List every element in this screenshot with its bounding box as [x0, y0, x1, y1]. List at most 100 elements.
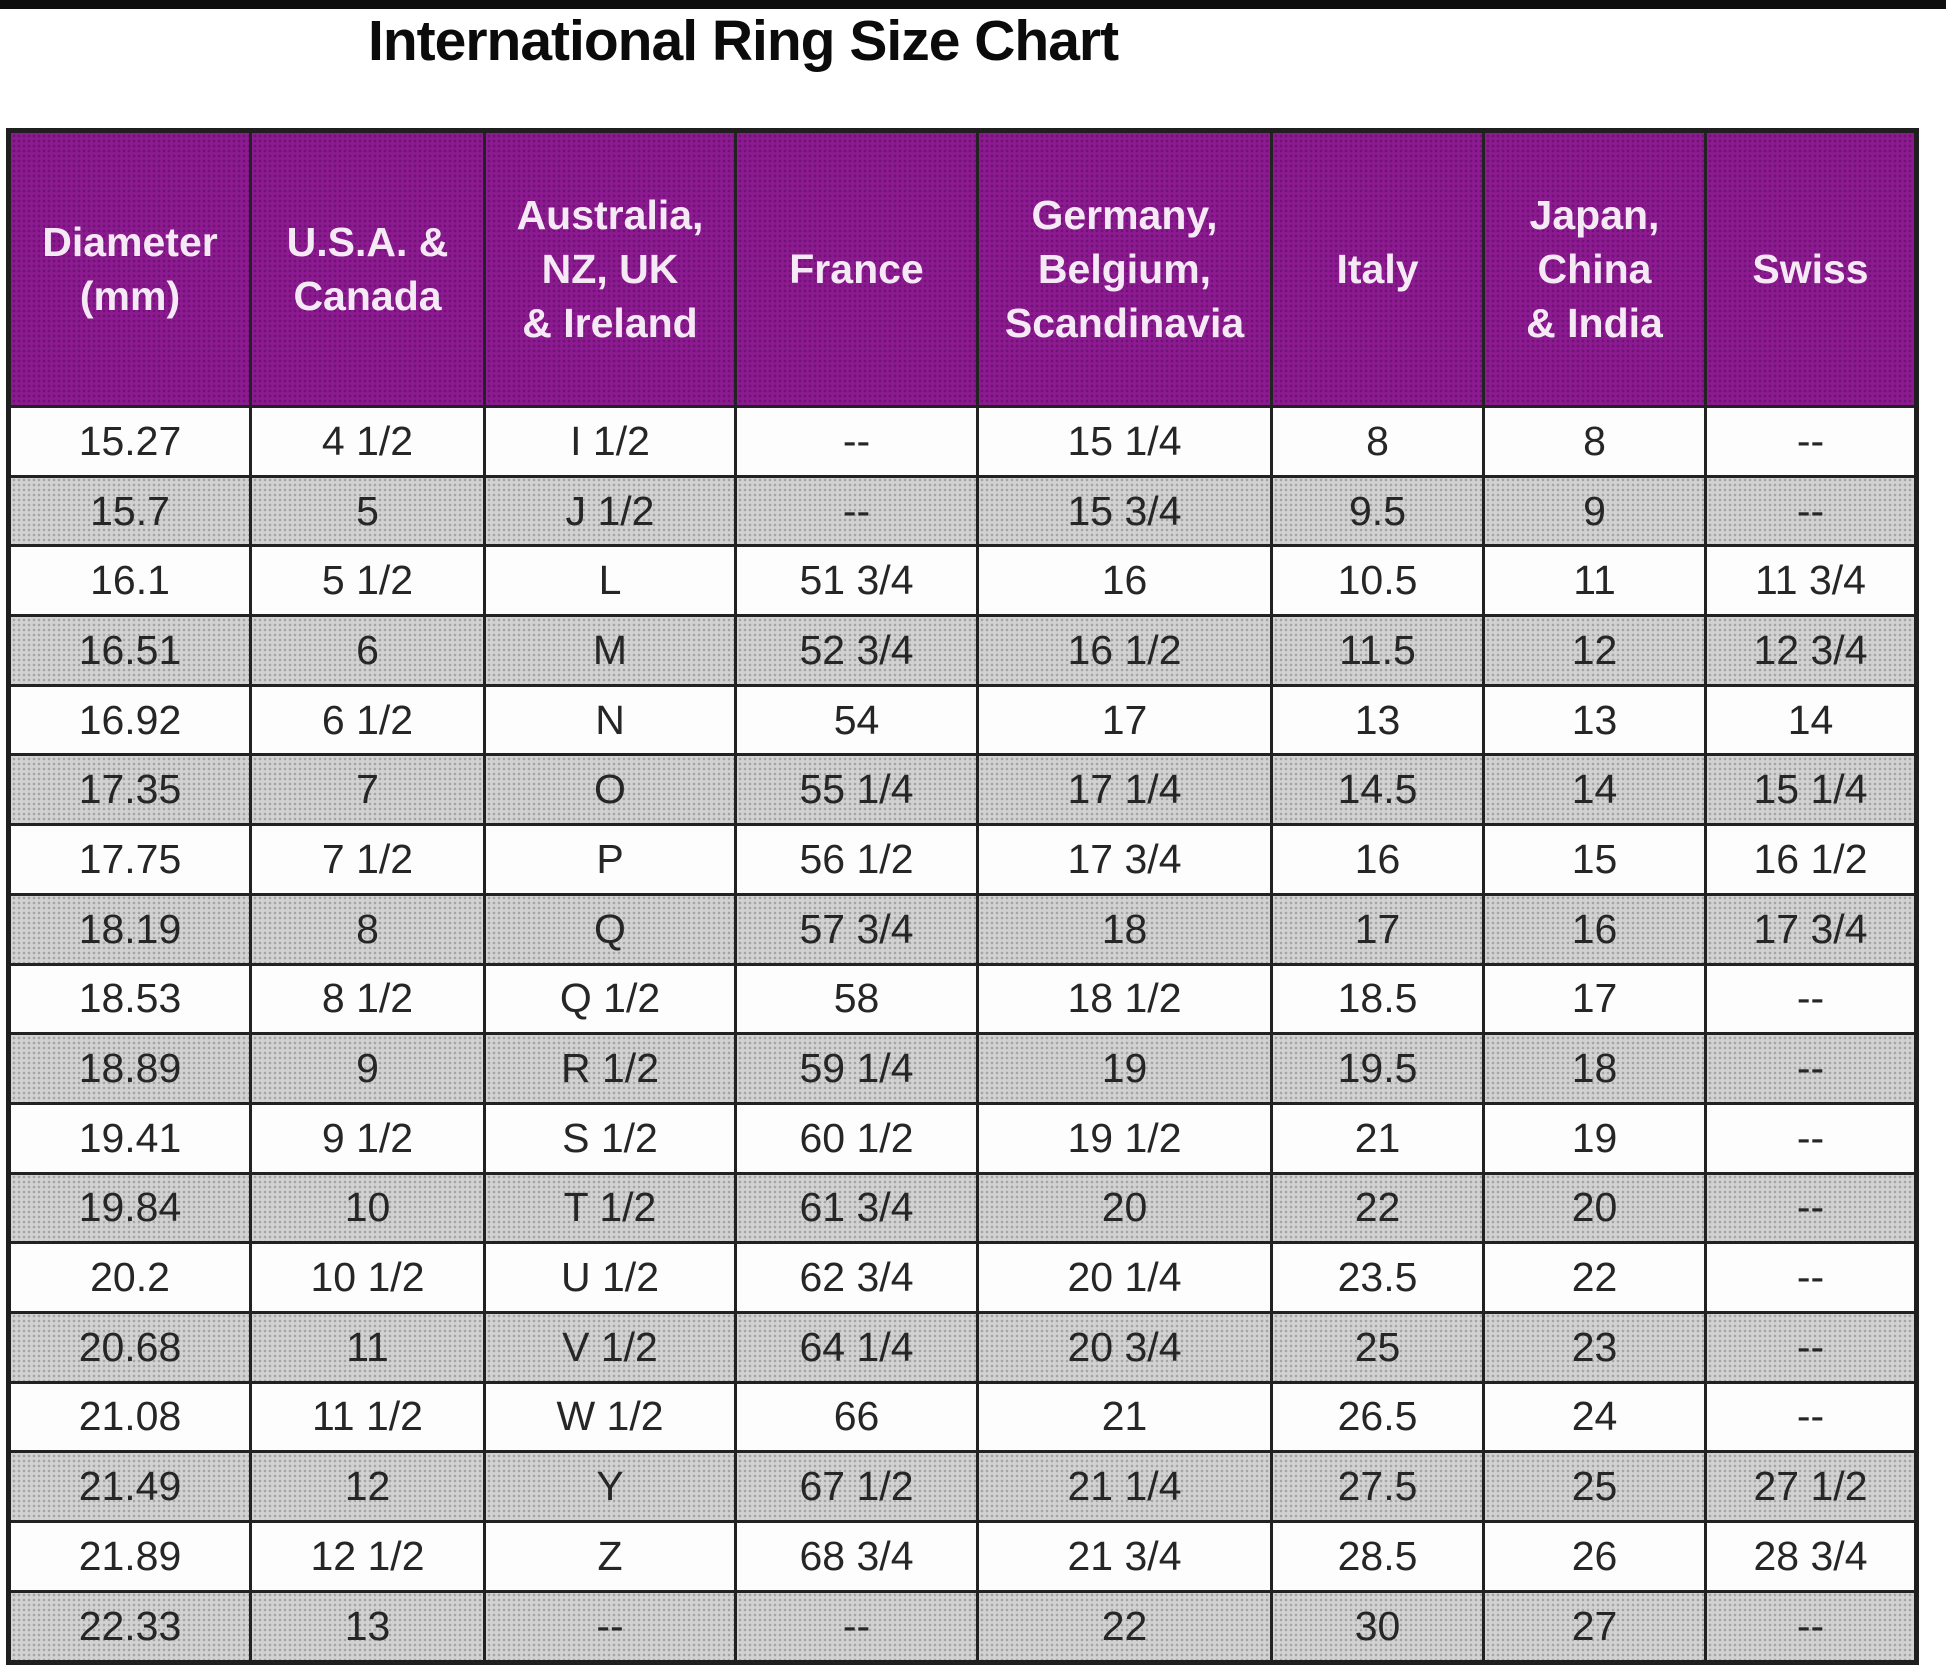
table-cell: 19 — [976, 1032, 1273, 1105]
table-cell: 22 — [1270, 1171, 1485, 1245]
table-cell: 14 — [1482, 753, 1707, 827]
table-cell: 15 3/4 — [976, 474, 1273, 548]
table-cell: 23.5 — [1270, 1241, 1485, 1314]
column-header-2: U.S.A. & Canada — [249, 129, 486, 408]
table-cell: -- — [1704, 1589, 1918, 1665]
table-cell: -- — [1704, 962, 1918, 1036]
table-cell: 10.5 — [1270, 544, 1485, 618]
table-row: 19.41 9 1/2 S 1/2 60 1/2 19 1/2 21 19 -- — [7, 1101, 1918, 1175]
table-cell: 16 1/2 — [976, 614, 1273, 687]
table-cell: 5 1/2 — [249, 544, 486, 618]
table-cell: 11 — [1482, 544, 1707, 618]
table-cell: 17 3/4 — [1704, 892, 1918, 966]
table-header-row: Diameter (mm) U.S.A. & Canada Australia, N… — [7, 129, 1918, 408]
table-cell: 60 1/2 — [734, 1101, 979, 1175]
table-cell: I 1/2 — [483, 405, 737, 478]
table-cell: 16.51 — [7, 614, 252, 687]
table-cell: 64 1/4 — [734, 1310, 979, 1384]
table-cell: 28.5 — [1270, 1520, 1485, 1593]
table-cell: 8 — [1270, 405, 1485, 478]
table-cell: 11.5 — [1270, 614, 1485, 687]
table-cell: 21 3/4 — [976, 1520, 1273, 1593]
table-cell: 18 — [976, 892, 1273, 966]
table-cell: 28 3/4 — [1704, 1520, 1918, 1593]
table-cell: 21.49 — [7, 1450, 252, 1523]
table-cell: 27.5 — [1270, 1450, 1485, 1523]
table-row: 22.33 13 -- -- 22 30 27 -- — [7, 1589, 1918, 1665]
table-cell: 67 1/2 — [734, 1450, 979, 1523]
table-cell: 55 1/4 — [734, 753, 979, 827]
table-cell: 15 1/4 — [1704, 753, 1918, 827]
table-cell: 25 — [1270, 1310, 1485, 1384]
table-cell: 19.84 — [7, 1171, 252, 1245]
table-cell: 18 1/2 — [976, 962, 1273, 1036]
table-cell: 68 3/4 — [734, 1520, 979, 1593]
table-cell: J 1/2 — [483, 474, 737, 548]
table-row: 18.89 9 R 1/2 59 1/4 19 19.5 18 -- — [7, 1032, 1918, 1105]
table-row: 18.53 8 1/2 Q 1/2 58 18 1/2 18.5 17 -- — [7, 962, 1918, 1036]
table-cell: 17.75 — [7, 823, 252, 896]
table-cell: 20 — [976, 1171, 1273, 1245]
table-row: 21.08 11 1/2 W 1/2 66 21 26.5 24 -- — [7, 1380, 1918, 1454]
table-cell: 20 1/4 — [976, 1241, 1273, 1314]
table-cell: Y — [483, 1450, 737, 1523]
table-cell: 26.5 — [1270, 1380, 1485, 1454]
table-cell: 19 1/2 — [976, 1101, 1273, 1175]
table-cell: 18.53 — [7, 962, 252, 1036]
table-cell: 54 — [734, 683, 979, 757]
table-cell: 20 3/4 — [976, 1310, 1273, 1384]
table-row: 20.68 11 V 1/2 64 1/4 20 3/4 25 23 -- — [7, 1310, 1918, 1384]
table-cell: 17 — [976, 683, 1273, 757]
table-cell: 16 — [976, 544, 1273, 618]
table-cell: 12 3/4 — [1704, 614, 1918, 687]
table-cell: 9.5 — [1270, 474, 1485, 548]
table-body: 15.27 4 1/2 I 1/2 -- 15 1/4 8 8 -- 15.7 5 J 1/2 -- 1… — [7, 405, 1918, 1665]
table-cell: 14 — [1704, 683, 1918, 757]
table-cell: 22 — [1482, 1241, 1707, 1314]
table-cell: 21 1/4 — [976, 1450, 1273, 1523]
table-cell: 15 1/4 — [976, 405, 1273, 478]
table-cell: -- — [483, 1589, 737, 1665]
table-cell: 8 1/2 — [249, 962, 486, 1036]
table-cell: 11 1/2 — [249, 1380, 486, 1454]
table-cell: 16 1/2 — [1704, 823, 1918, 896]
table-cell: U 1/2 — [483, 1241, 737, 1314]
table-cell: 12 1/2 — [249, 1520, 486, 1593]
table-cell: 18.19 — [7, 892, 252, 966]
table-cell: 12 — [1482, 614, 1707, 687]
table-cell: 25 — [1482, 1450, 1707, 1523]
table-cell: Q 1/2 — [483, 962, 737, 1036]
table-row: 21.49 12 Y 67 1/2 21 1/4 27.5 25 27 1/2 — [7, 1450, 1918, 1523]
table-cell: 20.68 — [7, 1310, 252, 1384]
table-cell: 21.08 — [7, 1380, 252, 1454]
table-cell: -- — [1704, 405, 1918, 478]
table-cell: 62 3/4 — [734, 1241, 979, 1314]
table-cell: 15.7 — [7, 474, 252, 548]
page-title: International Ring Size Chart — [368, 9, 1119, 73]
table-cell: 27 1/2 — [1704, 1450, 1918, 1523]
table-cell: 9 1/2 — [249, 1101, 486, 1175]
table-cell: W 1/2 — [483, 1380, 737, 1454]
table-cell: 13 — [1482, 683, 1707, 757]
column-header-7: Japan, China & India — [1482, 129, 1707, 408]
table-cell: 13 — [249, 1589, 486, 1665]
table-cell: 23 — [1482, 1310, 1707, 1384]
table-cell: 6 — [249, 614, 486, 687]
table-cell: -- — [1704, 1241, 1918, 1314]
table-cell: Z — [483, 1520, 737, 1593]
table-cell: 18.89 — [7, 1032, 252, 1105]
table-cell: 11 — [249, 1310, 486, 1384]
table-cell: 7 1/2 — [249, 823, 486, 896]
table-cell: 16 — [1482, 892, 1707, 966]
table-row: 19.84 10 T 1/2 61 3/4 20 22 20 -- — [7, 1171, 1918, 1245]
table-cell: 16.1 — [7, 544, 252, 618]
table-cell: 17 1/4 — [976, 753, 1273, 827]
table-cell: 8 — [1482, 405, 1707, 478]
table-cell: 18.5 — [1270, 962, 1485, 1036]
table-cell: 13 — [1270, 683, 1485, 757]
table-row: 20.2 10 1/2 U 1/2 62 3/4 20 1/4 23.5 22 -- — [7, 1241, 1918, 1314]
table-cell: 17 — [1482, 962, 1707, 1036]
table-row: 15.27 4 1/2 I 1/2 -- 15 1/4 8 8 -- — [7, 405, 1918, 478]
table-cell: -- — [1704, 474, 1918, 548]
table-cell: M — [483, 614, 737, 687]
